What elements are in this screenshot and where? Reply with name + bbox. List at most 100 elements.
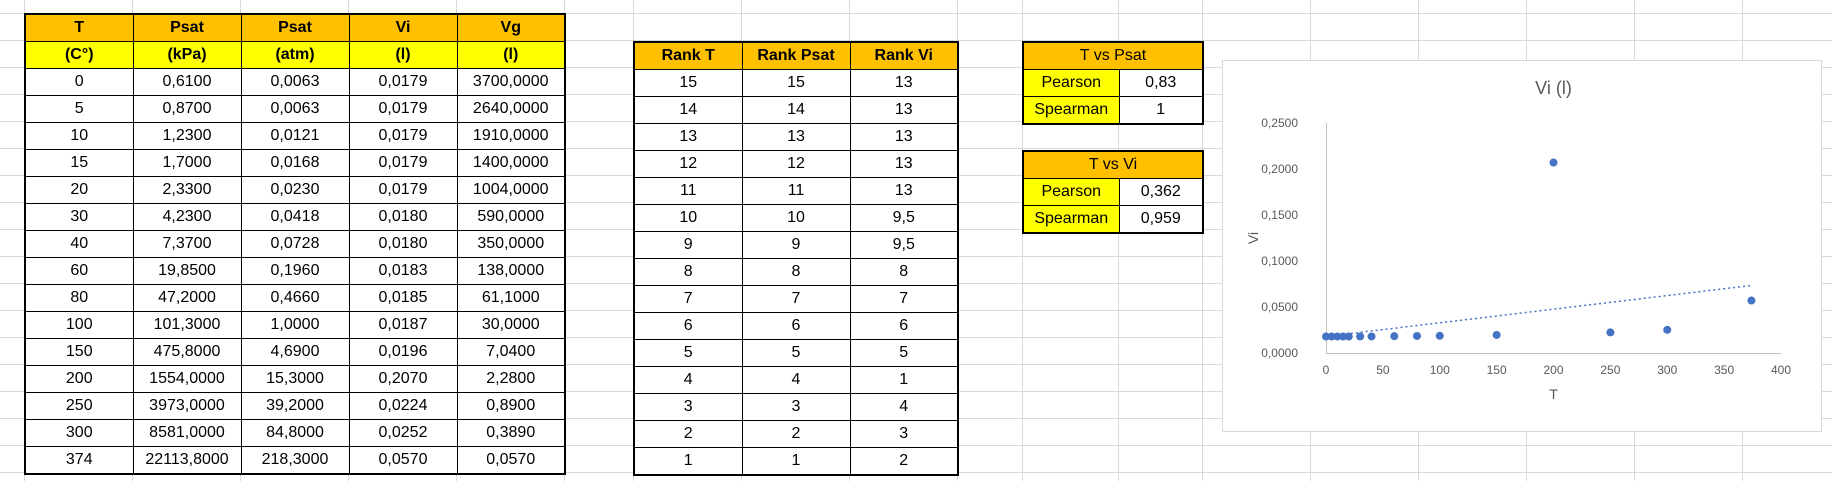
table-cell[interactable]: 0,0168 — [240, 149, 350, 177]
data-point[interactable] — [1322, 332, 1330, 341]
table-cell[interactable]: 1,0000 — [240, 311, 350, 339]
column-unit[interactable]: (l) — [348, 41, 458, 69]
column-unit[interactable]: (kPa) — [132, 41, 242, 69]
table-cell[interactable]: 30,0000 — [456, 311, 566, 339]
rank-cell[interactable]: 6 — [849, 312, 959, 340]
scatter-chart[interactable]: Vi (l) 0,0000 0,0500 0,1000 0,1500 0,2000 0,25… — [1222, 60, 1822, 432]
column-header[interactable]: Psat — [240, 13, 350, 42]
table-cell[interactable]: 100 — [24, 311, 134, 339]
table-cell[interactable]: 0,3890 — [456, 419, 566, 447]
pearson-label[interactable]: Pearson — [1022, 178, 1120, 206]
corr-title[interactable]: T vs Psat — [1022, 41, 1204, 70]
table-cell[interactable]: 250 — [24, 392, 134, 420]
rank-cell[interactable]: 11 — [741, 177, 851, 205]
rank-cell[interactable]: 6 — [633, 312, 743, 340]
rank-cell[interactable]: 8 — [849, 258, 959, 286]
table-cell[interactable]: 0,0252 — [348, 419, 458, 447]
table-cell[interactable]: 39,2000 — [240, 392, 350, 420]
rank-cell[interactable]: 3 — [741, 393, 851, 421]
corr-title[interactable]: T vs Vi — [1022, 150, 1204, 179]
data-point[interactable] — [1413, 331, 1421, 340]
rank-cell[interactable]: 14 — [633, 96, 743, 124]
table-cell[interactable]: 7,0400 — [456, 338, 566, 366]
rank-cell[interactable]: 5 — [633, 339, 743, 367]
data-point[interactable] — [1339, 332, 1348, 341]
spearman-value[interactable]: 1 — [1118, 96, 1204, 125]
data-point[interactable] — [1492, 330, 1501, 339]
table-cell[interactable]: 590,0000 — [456, 203, 566, 231]
table-cell[interactable]: 0,0179 — [348, 95, 458, 123]
table-cell[interactable]: 0,0185 — [348, 284, 458, 312]
table-cell[interactable]: 3973,0000 — [132, 392, 242, 420]
rank-cell[interactable]: 1 — [741, 447, 851, 476]
rank-cell[interactable]: 9,5 — [849, 231, 959, 259]
table-cell[interactable]: 0,0728 — [240, 230, 350, 258]
data-point[interactable] — [1356, 332, 1365, 341]
data-point[interactable] — [1663, 325, 1672, 334]
rank-cell[interactable]: 7 — [849, 285, 959, 313]
rank-cell[interactable]: 2 — [633, 420, 743, 448]
rank-column-header[interactable]: Rank Psat — [741, 41, 851, 70]
rank-cell[interactable]: 13 — [849, 96, 959, 124]
table-cell[interactable]: 30 — [24, 203, 134, 231]
spearman-value[interactable]: 0,959 — [1118, 205, 1204, 234]
table-cell[interactable]: 40 — [24, 230, 134, 258]
table-cell[interactable]: 0,0196 — [348, 338, 458, 366]
table-cell[interactable]: 7,3700 — [132, 230, 242, 258]
table-cell[interactable]: 1910,0000 — [456, 122, 566, 150]
table-cell[interactable]: 0,0187 — [348, 311, 458, 339]
rank-cell[interactable]: 7 — [633, 285, 743, 313]
rank-cell[interactable]: 9,5 — [849, 204, 959, 232]
rank-cell[interactable]: 3 — [849, 420, 959, 448]
table-cell[interactable]: 5 — [24, 95, 134, 123]
table-cell[interactable]: 19,8500 — [132, 257, 242, 285]
table-cell[interactable]: 0,4660 — [240, 284, 350, 312]
rank-cell[interactable]: 10 — [633, 204, 743, 232]
rank-cell[interactable]: 12 — [633, 150, 743, 178]
table-cell[interactable]: 15 — [24, 149, 134, 177]
table-cell[interactable]: 60 — [24, 257, 134, 285]
table-cell[interactable]: 0,6100 — [132, 68, 242, 96]
rank-cell[interactable]: 2 — [849, 447, 959, 476]
table-cell[interactable]: 10 — [24, 122, 134, 150]
table-cell[interactable]: 1554,0000 — [132, 365, 242, 393]
rank-cell[interactable]: 13 — [849, 123, 959, 151]
table-cell[interactable]: 0,0183 — [348, 257, 458, 285]
rank-column-header[interactable]: Rank Vi — [849, 41, 959, 70]
rank-cell[interactable]: 9 — [633, 231, 743, 259]
data-point[interactable] — [1549, 158, 1558, 167]
table-cell[interactable]: 138,0000 — [456, 257, 566, 285]
table-cell[interactable]: 2640,0000 — [456, 95, 566, 123]
spearman-label[interactable]: Spearman — [1022, 96, 1120, 125]
table-cell[interactable]: 0,0179 — [348, 122, 458, 150]
pearson-value[interactable]: 0,83 — [1118, 69, 1204, 97]
data-point[interactable] — [1435, 331, 1444, 340]
rank-cell[interactable]: 1 — [633, 447, 743, 476]
table-cell[interactable]: 0,8700 — [132, 95, 242, 123]
table-cell[interactable]: 475,8000 — [132, 338, 242, 366]
rank-column-header[interactable]: Rank T — [633, 41, 743, 70]
table-cell[interactable]: 0,0179 — [348, 176, 458, 204]
rank-cell[interactable]: 2 — [741, 420, 851, 448]
rank-cell[interactable]: 4 — [633, 366, 743, 394]
pearson-label[interactable]: Pearson — [1022, 69, 1120, 97]
table-cell[interactable]: 0,0570 — [456, 446, 566, 475]
data-point[interactable] — [1390, 332, 1399, 341]
rank-cell[interactable]: 5 — [741, 339, 851, 367]
column-header[interactable]: Vg — [456, 13, 566, 42]
table-cell[interactable]: 0,0180 — [348, 203, 458, 231]
table-cell[interactable]: 1004,0000 — [456, 176, 566, 204]
table-cell[interactable]: 0,0179 — [348, 68, 458, 96]
rank-cell[interactable]: 11 — [633, 177, 743, 205]
rank-cell[interactable]: 10 — [741, 204, 851, 232]
table-cell[interactable]: 0,0179 — [348, 149, 458, 177]
column-unit[interactable]: (C°) — [24, 41, 134, 69]
data-point[interactable] — [1344, 332, 1353, 341]
data-point[interactable] — [1327, 332, 1336, 341]
column-unit[interactable]: (atm) — [240, 41, 350, 69]
rank-cell[interactable]: 6 — [741, 312, 851, 340]
table-cell[interactable]: 0,0063 — [240, 68, 350, 96]
table-cell[interactable]: 2,3300 — [132, 176, 242, 204]
table-cell[interactable]: 200 — [24, 365, 134, 393]
table-cell[interactable]: 1,2300 — [132, 122, 242, 150]
